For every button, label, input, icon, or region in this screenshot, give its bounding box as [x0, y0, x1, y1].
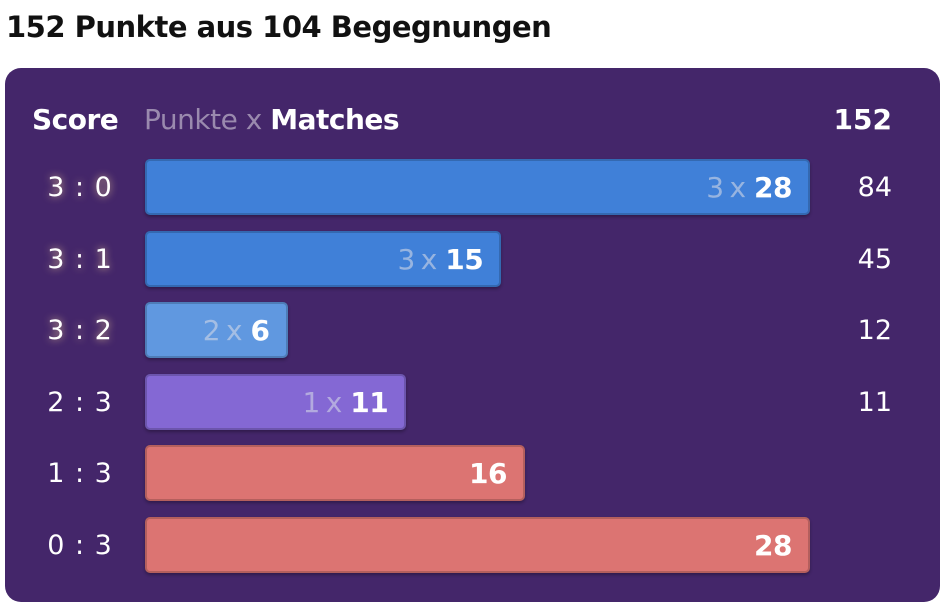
bar-row: 0 : 3 28 — [5, 516, 940, 575]
score-label: 3 : 2 — [47, 315, 113, 346]
bar: 28 — [145, 516, 810, 573]
bar-points-per-match: 3 — [397, 242, 415, 276]
header-points-matches: Punkte x Matches — [144, 100, 400, 140]
bar-value: 28 — [754, 171, 792, 204]
bar-label: 16 — [469, 447, 507, 499]
bar-times: x — [729, 171, 747, 204]
header-score: Score — [32, 103, 119, 136]
page-title: 152 Punkte aus 104 Begegnungen — [6, 10, 552, 44]
bar-value: 11 — [350, 385, 389, 419]
bar-times: x — [325, 385, 343, 419]
bar-label: 28 — [754, 519, 792, 571]
bar-row: 1 : 3 16 — [5, 445, 940, 503]
bar-times: x — [420, 242, 438, 276]
bar-value: 28 — [754, 528, 792, 562]
bar-points-per-match: 1 — [302, 385, 320, 419]
bar-points-per-match: 3 — [706, 171, 724, 204]
score-label: 2 : 3 — [47, 386, 113, 418]
header-points: Punkte — [144, 103, 238, 136]
bar-value: 15 — [445, 242, 484, 276]
row-points: 45 — [857, 243, 892, 275]
bar-times: x — [226, 314, 243, 347]
row-points: 12 — [857, 315, 892, 346]
bar-points-per-match: 2 — [202, 314, 221, 347]
score-label: 1 : 3 — [47, 458, 113, 489]
header-total: 152 — [833, 103, 892, 136]
score-label: 3 : 1 — [47, 243, 113, 275]
score-label: 0 : 3 — [47, 529, 113, 561]
score-label: 3 : 0 — [47, 172, 113, 203]
header-times: x — [245, 103, 263, 136]
bar: 16 — [145, 445, 525, 501]
bar-value: 16 — [469, 457, 507, 490]
header-matches: Matches — [270, 103, 400, 136]
row-points: 84 — [857, 172, 892, 203]
bar-value: 6 — [250, 314, 270, 347]
row-points: 11 — [857, 386, 892, 418]
